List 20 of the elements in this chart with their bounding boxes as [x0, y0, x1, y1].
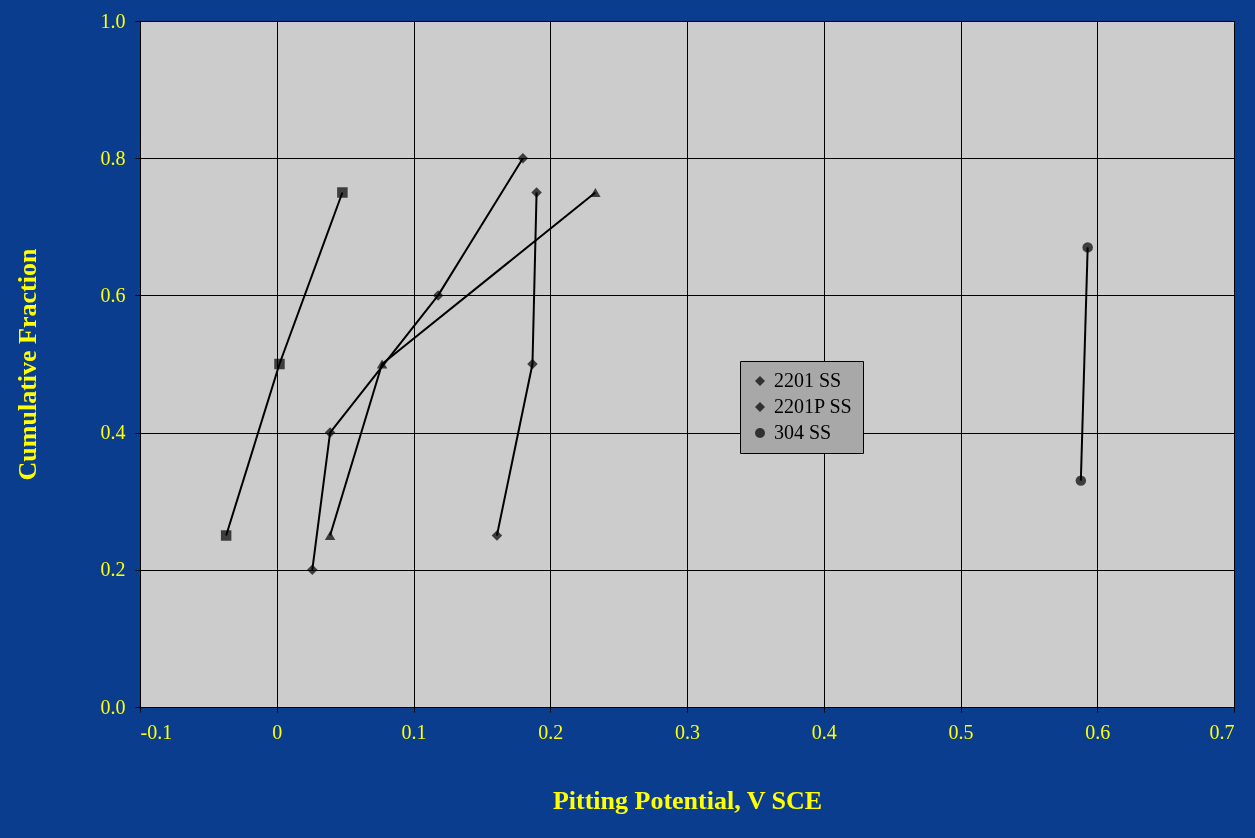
- x-tick-label: 0: [272, 720, 283, 743]
- legend-label: 304 SS: [774, 421, 832, 443]
- y-axis-title: Cumulative Fraction: [12, 248, 42, 481]
- x-tick-label: 0.3: [675, 720, 700, 743]
- x-tick-label: 0.4: [811, 720, 837, 743]
- x-tick-label: 0.2: [538, 720, 564, 743]
- x-tick-label: -0.1: [140, 720, 173, 743]
- legend-label: 2201 SS: [774, 369, 842, 391]
- y-tick-label: 0.8: [100, 146, 126, 169]
- x-tick-label: 0.5: [948, 720, 974, 743]
- y-tick-label: 0.2: [100, 558, 126, 581]
- x-tick-label: 0.1: [401, 720, 427, 743]
- x-tick-label: 0.7: [1209, 720, 1235, 743]
- y-tick-label: 0.0: [100, 695, 126, 718]
- y-tick-label: 1.0: [100, 9, 126, 32]
- x-tick-label: 0.6: [1085, 720, 1111, 743]
- legend-label: 2201P SS: [774, 395, 852, 417]
- y-tick-label: 0.6: [100, 283, 126, 306]
- y-tick-label: 0.4: [100, 421, 126, 444]
- x-axis-title: Pitting Potential, V SCE: [552, 785, 823, 815]
